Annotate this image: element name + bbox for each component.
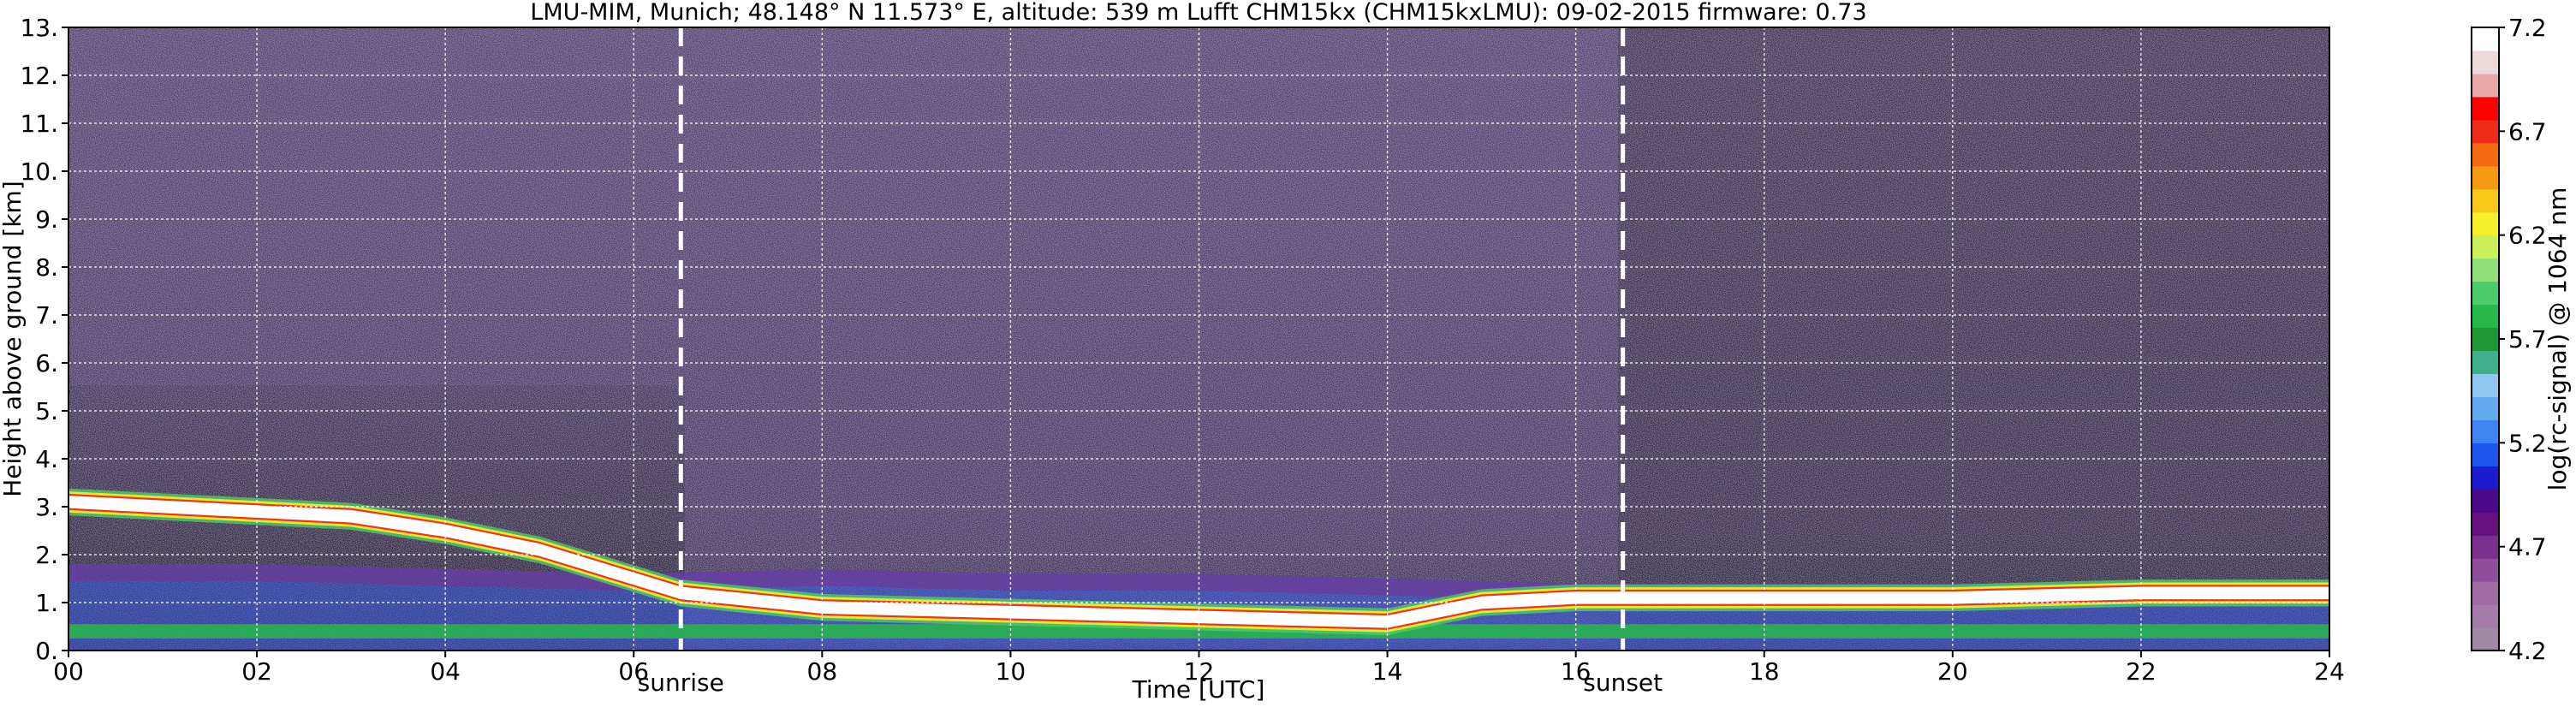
colorbar-swatch bbox=[2472, 50, 2499, 74]
colorbar-swatch bbox=[2472, 512, 2499, 536]
x-axis-label: Time [UTC] bbox=[1132, 675, 1265, 704]
x-tick-label: 24 bbox=[2314, 657, 2345, 686]
x-tick-label: 10 bbox=[996, 657, 1026, 686]
colorbar-label: log(rc-signal) @ 1064 nm bbox=[2543, 187, 2572, 491]
y-tick-label: 2. bbox=[35, 541, 58, 569]
y-tick-label: 4. bbox=[35, 445, 58, 473]
colorbar-tick-label: 6.7 bbox=[2508, 117, 2547, 146]
colorbar-swatch bbox=[2472, 350, 2499, 375]
plot-area: 00 02 04 06 08 10 12 14 16 18 20 22 24 0. 1. 2. 3. 4. 5. 6… bbox=[20, 14, 2344, 686]
sunset-label: sunset bbox=[1583, 668, 1663, 697]
colorbar-swatch bbox=[2472, 119, 2499, 144]
y-tick-label: 6. bbox=[35, 349, 58, 377]
y-tick-label: 0. bbox=[35, 637, 58, 665]
cloud-core-band bbox=[68, 496, 2329, 628]
colorbar-swatch bbox=[2472, 327, 2499, 352]
colorbar-swatch bbox=[2472, 535, 2499, 559]
colorbar-swatch bbox=[2472, 188, 2499, 213]
colorbar-swatch bbox=[2472, 304, 2499, 329]
colorbar-swatch bbox=[2472, 235, 2499, 259]
y-tick-label: 10. bbox=[20, 157, 58, 186]
colorbar-swatch bbox=[2472, 165, 2499, 190]
colorbar-tick-label: 4.2 bbox=[2508, 637, 2547, 665]
y-axis-label: Height above ground [km] bbox=[0, 181, 27, 497]
colorbar-swatch bbox=[2472, 581, 2499, 605]
x-tick-label: 04 bbox=[430, 657, 461, 686]
colorbar-swatch bbox=[2472, 443, 2499, 466]
y-tick-label: 12. bbox=[20, 62, 58, 90]
colorbar-swatch bbox=[2472, 604, 2499, 628]
colorbar-swatch bbox=[2472, 627, 2499, 651]
y-tick-label: 3. bbox=[35, 493, 58, 521]
x-tick-label: 00 bbox=[53, 657, 84, 686]
colorbar-swatch bbox=[2472, 373, 2499, 398]
colorbar-swatch bbox=[2472, 73, 2499, 98]
colorbar-swatch bbox=[2472, 142, 2499, 167]
x-tick-label: 12 bbox=[1184, 657, 1215, 686]
colorbar-swatch bbox=[2472, 396, 2499, 420]
x-tick-label: 06 bbox=[618, 657, 649, 686]
y-tick-label: 9. bbox=[35, 205, 58, 234]
x-tick-label: 20 bbox=[1937, 657, 1968, 686]
colorbar-swatch bbox=[2472, 466, 2499, 490]
x-tick-label: 14 bbox=[1372, 657, 1403, 686]
x-tick-label: 02 bbox=[241, 657, 272, 686]
colorbar-swatch bbox=[2472, 558, 2499, 582]
colorbar-swatch bbox=[2472, 27, 2499, 51]
x-axis-ticks: 00 02 04 06 08 10 12 14 16 18 20 22 24 bbox=[53, 651, 2345, 686]
y-tick-label: 5. bbox=[35, 397, 58, 425]
colorbar-tick-label: 5.2 bbox=[2508, 429, 2547, 457]
colorbar-swatch bbox=[2472, 211, 2499, 236]
colorbar-swatch bbox=[2472, 96, 2499, 121]
chart-title: LMU-MIM, Munich; 48.148° N 11.573° E, al… bbox=[530, 0, 1866, 26]
sunrise-label: sunrise bbox=[638, 668, 724, 697]
y-axis-ticks: 0. 1. 2. 3. 4. 5. 6. 7. 8. 9. 10. 11. 12. 13. bbox=[20, 14, 68, 665]
event-lines bbox=[678, 27, 1626, 651]
y-tick-label: 13. bbox=[20, 14, 58, 42]
y-tick-label: 1. bbox=[35, 589, 58, 617]
colorbar-tick-label: 5.7 bbox=[2508, 325, 2547, 354]
x-tick-label: 22 bbox=[2126, 657, 2157, 686]
colorbar-tick-label: 7.2 bbox=[2508, 14, 2547, 42]
colorbar-swatch bbox=[2472, 258, 2499, 282]
y-tick-label: 7. bbox=[35, 301, 58, 330]
colorbar-ticks: 4.2 4.7 5.2 5.7 6.2 6.7 7.2 bbox=[2499, 14, 2547, 665]
y-tick-label: 11. bbox=[20, 110, 58, 138]
y-tick-label: 8. bbox=[35, 253, 58, 282]
colorbar-swatch bbox=[2472, 489, 2499, 513]
x-tick-label: 18 bbox=[1749, 657, 1780, 686]
x-tick-label: 08 bbox=[807, 657, 838, 686]
colorbar-swatch bbox=[2472, 419, 2499, 443]
colorbar: 4.2 4.7 5.2 5.7 6.2 6.7 7.2 log(rc-signal) @ 1… bbox=[2471, 14, 2572, 665]
grid-lines bbox=[68, 27, 2329, 651]
colorbar-swatch bbox=[2472, 281, 2499, 306]
colorbar-tick-label: 6.2 bbox=[2508, 222, 2547, 250]
x-tick-label: 16 bbox=[1561, 657, 1591, 686]
colorbar-tick-label: 4.7 bbox=[2508, 533, 2547, 561]
